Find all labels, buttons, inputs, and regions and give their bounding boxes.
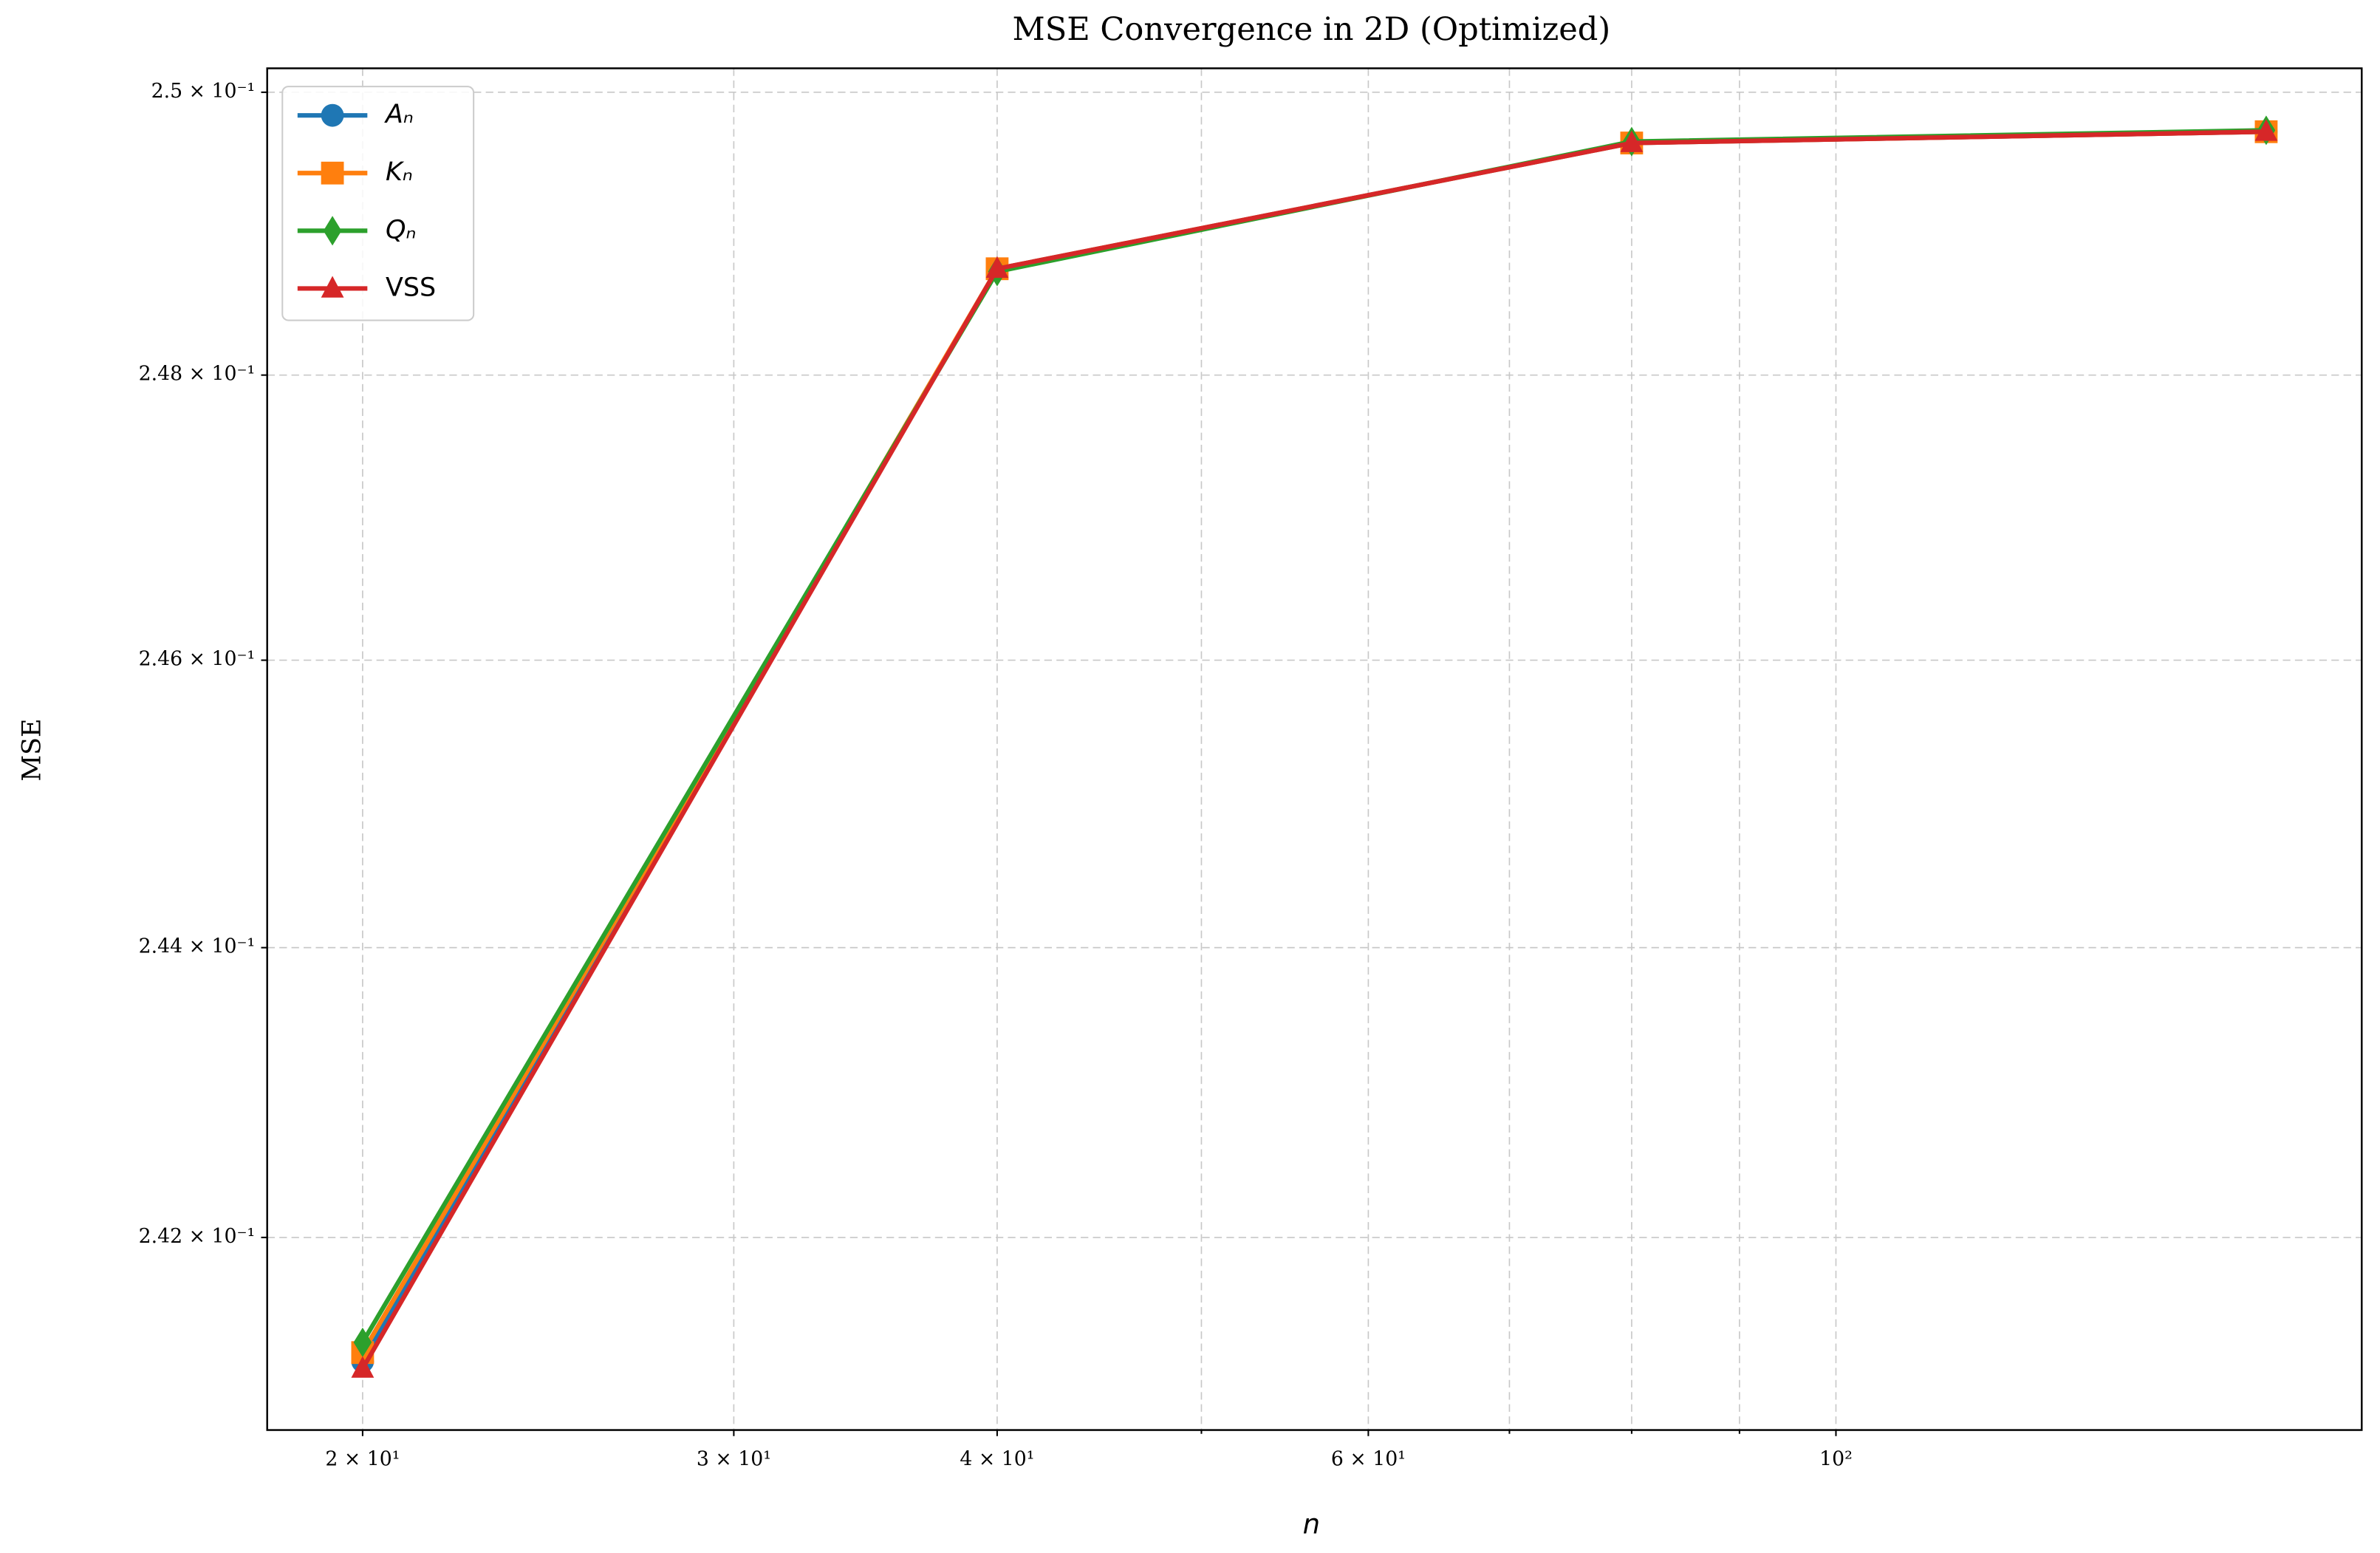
- y-tick-label: 2.5 × 10⁻¹: [151, 80, 256, 103]
- marker: [1620, 130, 1644, 152]
- x-tick-label: 6 × 10¹: [1331, 1448, 1406, 1471]
- marker: [985, 256, 1009, 279]
- line: [360, 129, 2266, 1354]
- legend-label: Qₙ: [386, 215, 416, 245]
- legend-marker: [321, 103, 344, 127]
- line: [360, 129, 2266, 1363]
- line: [360, 129, 2266, 1371]
- legend-label: VSS: [386, 273, 436, 302]
- chart-title: MSE Convergence in 2D (Optimized): [1013, 11, 1611, 48]
- legend-marker: [321, 276, 344, 298]
- y-tick-label: 2.46 × 10⁻¹: [139, 648, 256, 671]
- x-tick-label: 3 × 10¹: [697, 1448, 771, 1471]
- x-axis-label: n: [1303, 1509, 1320, 1540]
- plot-frame: [266, 67, 2363, 1431]
- legend-marker: [323, 216, 342, 246]
- legend-box: [281, 86, 475, 321]
- y-tick-label: 2.44 × 10⁻¹: [139, 935, 256, 958]
- x-tick-label: 4 × 10¹: [960, 1448, 1034, 1471]
- legend-label: Kₙ: [386, 157, 413, 187]
- y-tick-label: 2.42 × 10⁻¹: [139, 1225, 256, 1248]
- legend-marker: [321, 161, 344, 185]
- legend-label: Aₙ: [384, 100, 414, 129]
- x-tick-label: 2 × 10¹: [325, 1448, 400, 1471]
- y-tick-label: 2.48 × 10⁻¹: [139, 363, 256, 386]
- y-axis-label: MSE: [17, 718, 47, 781]
- line: [360, 128, 2266, 1344]
- marker: [2254, 119, 2278, 141]
- marker: [351, 1356, 375, 1378]
- x-tick-label: 10²: [1819, 1448, 1853, 1471]
